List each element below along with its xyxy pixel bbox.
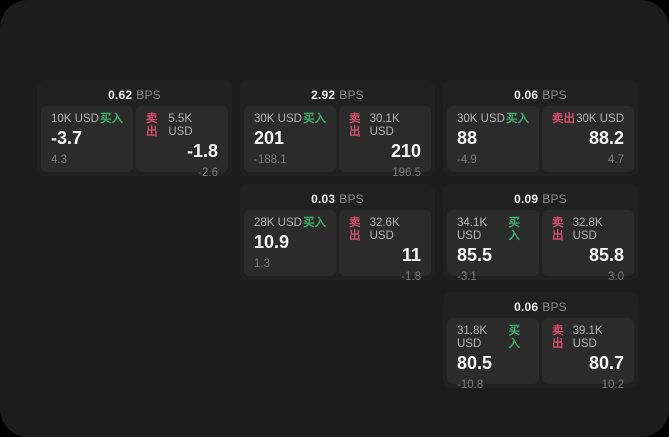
sell-delta: -2.6 <box>198 167 218 179</box>
sell-panel[interactable]: 卖出 32.8K USD 85.8 3.0 <box>542 210 634 283</box>
bps-unit: BPS <box>542 192 567 206</box>
sell-price: 11 <box>401 245 421 265</box>
sell-label: 卖出 <box>552 325 564 350</box>
bps-value: 0.62 <box>108 88 133 102</box>
buy-delta: -3.1 <box>457 271 477 283</box>
bps-unit: BPS <box>136 88 161 102</box>
bps-value: 2.92 <box>311 88 336 102</box>
sell-amount: 30.1K USD <box>369 113 400 138</box>
quote-panels: 28K USD 买入 10.9 1.3 卖出 32.6K USD 11 -1.8 <box>244 210 431 283</box>
buy-amount: 30K USD <box>457 113 505 125</box>
sell-delta: 3.0 <box>608 271 624 283</box>
sell-price: -1.8 <box>186 141 218 161</box>
buy-delta: -4.9 <box>457 154 477 166</box>
buy-price: -3.7 <box>51 128 83 148</box>
buy-label: 买入 <box>100 113 123 125</box>
quote-panels: 31.8K USD 买入 80.5 -10.8 卖出 39.1K USD 80.… <box>447 318 634 391</box>
buy-delta: 4.3 <box>51 154 67 166</box>
sell-panel[interactable]: 卖出 32.6K USD 11 -1.8 <box>339 210 431 283</box>
buy-amount: 31.8K USD <box>457 325 488 350</box>
sell-label: 卖出 <box>349 113 361 138</box>
buy-label: 买入 <box>508 217 520 242</box>
buy-panel[interactable]: 31.8K USD 买入 80.5 -10.8 <box>447 318 539 391</box>
buy-price: 85.5 <box>457 245 493 265</box>
card-header: 0.09 BPS <box>447 188 634 210</box>
sell-label: 卖出 <box>552 113 575 125</box>
buy-amount: 34.1K USD <box>457 217 488 242</box>
sell-price: 80.7 <box>588 353 624 373</box>
bps-value: 0.06 <box>514 300 539 314</box>
buy-panel[interactable]: 30K USD 买入 201 -188.1 <box>244 106 336 172</box>
quote-panels: 10K USD 买入 -3.7 4.3 卖出 5.5K USD -1.8 -2.… <box>41 106 228 179</box>
quote-card-0: 0.62 BPS 10K USD 买入 -3.7 4.3 卖出 5.5K USD… <box>37 80 232 179</box>
buy-panel[interactable]: 28K USD 买入 10.9 1.3 <box>244 210 336 276</box>
sell-label: 卖出 <box>552 217 564 242</box>
buy-label: 买入 <box>303 217 326 229</box>
sell-panel[interactable]: 卖出 30K USD 88.2 4.7 <box>542 106 634 172</box>
buy-delta: 1.3 <box>254 258 270 270</box>
buy-price: 201 <box>254 128 285 148</box>
card-header: 2.92 BPS <box>244 84 431 106</box>
sell-price: 85.8 <box>588 245 624 265</box>
bps-unit: BPS <box>339 88 364 102</box>
quote-card-4: 0.09 BPS 34.1K USD 买入 85.5 -3.1 卖出 32.8K… <box>443 184 638 283</box>
bps-value: 0.09 <box>514 192 539 206</box>
sell-panel[interactable]: 卖出 5.5K USD -1.8 -2.6 <box>136 106 228 179</box>
buy-label: 买入 <box>508 325 520 350</box>
buy-label: 买入 <box>303 113 326 125</box>
bps-value: 0.03 <box>311 192 336 206</box>
buy-delta: -188.1 <box>254 154 287 166</box>
buy-amount: 10K USD <box>51 113 99 125</box>
buy-label: 买入 <box>506 113 529 125</box>
sell-amount: 32.8K USD <box>572 217 603 242</box>
sell-panel[interactable]: 卖出 39.1K USD 80.7 10.2 <box>542 318 634 391</box>
buy-panel[interactable]: 34.1K USD 买入 85.5 -3.1 <box>447 210 539 283</box>
sell-amount: 5.5K USD <box>168 113 193 138</box>
sell-price: 210 <box>390 141 421 161</box>
buy-price: 10.9 <box>254 232 290 252</box>
sell-amount: 39.1K USD <box>572 325 603 350</box>
card-header: 0.06 BPS <box>447 296 634 318</box>
buy-amount: 30K USD <box>254 113 302 125</box>
sell-delta: 196.5 <box>392 167 421 179</box>
sell-delta: 4.7 <box>608 154 624 166</box>
quote-card-5: 0.06 BPS 31.8K USD 买入 80.5 -10.8 卖出 39.1… <box>443 292 638 391</box>
buy-panel[interactable]: 30K USD 买入 88 -4.9 <box>447 106 539 172</box>
quote-panels: 30K USD 买入 88 -4.9 卖出 30K USD 88.2 4.7 <box>447 106 634 172</box>
card-header: 0.03 BPS <box>244 188 431 210</box>
sell-price: 88.2 <box>588 128 624 148</box>
sell-panel[interactable]: 卖出 30.1K USD 210 196.5 <box>339 106 431 179</box>
quote-panels: 30K USD 买入 201 -188.1 卖出 30.1K USD 210 1… <box>244 106 431 179</box>
quote-card-2: 0.06 BPS 30K USD 买入 88 -4.9 卖出 30K USD 8… <box>443 80 638 176</box>
card-header: 0.62 BPS <box>41 84 228 106</box>
buy-panel[interactable]: 10K USD 买入 -3.7 4.3 <box>41 106 133 172</box>
sell-label: 卖出 <box>146 113 158 138</box>
card-header: 0.06 BPS <box>447 84 634 106</box>
sell-label: 卖出 <box>349 217 361 242</box>
sell-delta: 10.2 <box>601 379 624 391</box>
buy-price: 80.5 <box>457 353 493 373</box>
sell-amount: 30K USD <box>576 113 624 125</box>
bps-value: 0.06 <box>514 88 539 102</box>
bps-unit: BPS <box>542 88 567 102</box>
sell-delta: -1.8 <box>401 271 421 283</box>
buy-price: 88 <box>457 128 478 148</box>
quote-card-1: 2.92 BPS 30K USD 买入 201 -188.1 卖出 30.1K … <box>240 80 435 179</box>
quote-card-3: 0.03 BPS 28K USD 买入 10.9 1.3 卖出 32.6K US… <box>240 184 435 283</box>
buy-amount: 28K USD <box>254 217 302 229</box>
quote-panels: 34.1K USD 买入 85.5 -3.1 卖出 32.8K USD 85.8… <box>447 210 634 283</box>
bps-unit: BPS <box>542 300 567 314</box>
bps-unit: BPS <box>339 192 364 206</box>
buy-delta: -10.8 <box>457 379 484 391</box>
sell-amount: 32.6K USD <box>369 217 400 242</box>
